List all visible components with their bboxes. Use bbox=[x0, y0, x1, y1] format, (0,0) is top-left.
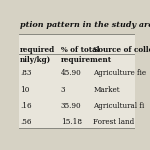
Text: .16: .16 bbox=[20, 102, 32, 110]
Bar bbox=[19, 34, 135, 128]
Text: Agricultural fi: Agricultural fi bbox=[93, 102, 144, 110]
Text: ption pattern in the study area.: ption pattern in the study area. bbox=[20, 21, 150, 29]
Text: % of total
requirement: % of total requirement bbox=[61, 46, 112, 63]
Text: 3: 3 bbox=[61, 85, 65, 94]
Text: 10: 10 bbox=[20, 85, 29, 94]
Text: 45.90: 45.90 bbox=[61, 69, 81, 77]
Text: Agriculture fie: Agriculture fie bbox=[93, 69, 146, 77]
Text: required
nily/kg): required nily/kg) bbox=[20, 46, 55, 63]
Text: Forest land: Forest land bbox=[93, 118, 134, 126]
Text: .83: .83 bbox=[20, 69, 31, 77]
Text: .56: .56 bbox=[20, 118, 31, 126]
Text: 35.90: 35.90 bbox=[61, 102, 81, 110]
Text: Source of collect: Source of collect bbox=[93, 46, 150, 54]
Text: 15.18: 15.18 bbox=[61, 118, 82, 126]
Text: Market: Market bbox=[93, 85, 120, 94]
